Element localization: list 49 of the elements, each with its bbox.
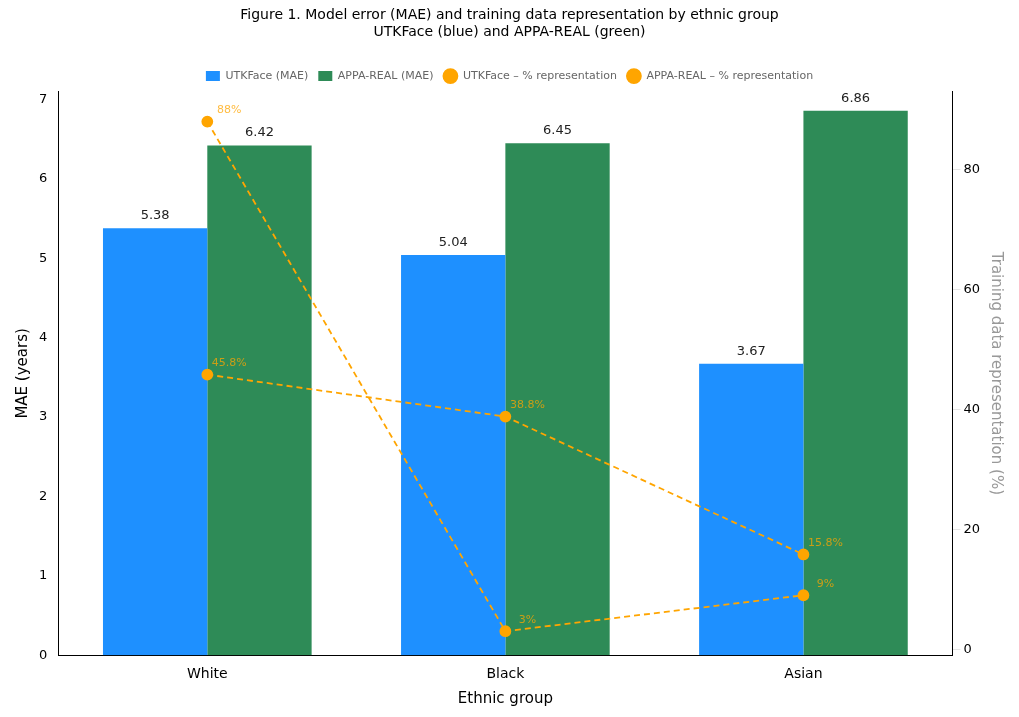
data-label: 5.04 — [438, 234, 468, 249]
legend-label: APPA-REAL (MAE) — [337, 68, 434, 82]
data-label: 3.67 — [736, 342, 766, 358]
y-tick-label: 3 — [38, 408, 48, 424]
bar — [102, 228, 208, 656]
y-tick-label: 1 — [38, 567, 48, 583]
legend-label: UTKFace (MAE) — [225, 68, 309, 82]
x-tick-label: Black — [486, 665, 526, 682]
data-label: 3% — [518, 612, 537, 626]
point — [797, 589, 810, 602]
y-tick-label: 6 — [38, 170, 48, 186]
point — [201, 115, 214, 128]
data-label: 88% — [217, 102, 242, 116]
y2-tick-label: 40 — [963, 400, 980, 416]
point — [201, 368, 214, 381]
chart-subtitle: UTKFace (blue) and APPA-REAL (green) — [373, 22, 646, 39]
y2-tick-label: 20 — [963, 520, 980, 536]
y2-tick-label: 80 — [963, 160, 980, 176]
y-tick-label: 0 — [38, 646, 48, 662]
data-label: 6.45 — [543, 122, 572, 138]
y-tick-label: 7 — [38, 90, 48, 106]
data-label: 45.8% — [211, 355, 247, 369]
bar — [401, 255, 506, 656]
bar — [803, 110, 908, 656]
data-label: 9% — [816, 576, 835, 590]
point — [499, 625, 512, 638]
x-tick-label: White — [186, 665, 228, 682]
legend-label: APPA-REAL – % representation — [646, 68, 814, 82]
chart-title: Figure 1. Model error (MAE) and training data representation by ethnic group — [240, 6, 779, 23]
y-axis-title: MAE (years) — [12, 328, 31, 419]
legend-label: UTKFace – % representation — [462, 68, 617, 82]
data-label: 6.42 — [244, 124, 274, 140]
data-label: 15.8% — [807, 535, 843, 549]
bar — [505, 143, 610, 656]
y-tick-label: 4 — [38, 329, 48, 345]
y2-axis-title: Training data representation (%) — [988, 250, 1007, 496]
y-tick-label: 5 — [38, 249, 48, 265]
data-label: 5.38 — [140, 207, 170, 223]
x-tick-label: Asian — [784, 665, 823, 682]
bar — [207, 145, 312, 656]
point — [499, 410, 512, 423]
data-label: 6.86 — [841, 89, 871, 105]
y-tick-label: 2 — [38, 487, 48, 503]
x-axis-title: Ethnic group — [457, 688, 553, 707]
data-label: 38.8% — [509, 397, 545, 411]
point — [797, 548, 810, 561]
y2-tick-label: 0 — [963, 640, 972, 656]
y2-tick-label: 60 — [963, 280, 980, 296]
bar — [699, 363, 804, 656]
